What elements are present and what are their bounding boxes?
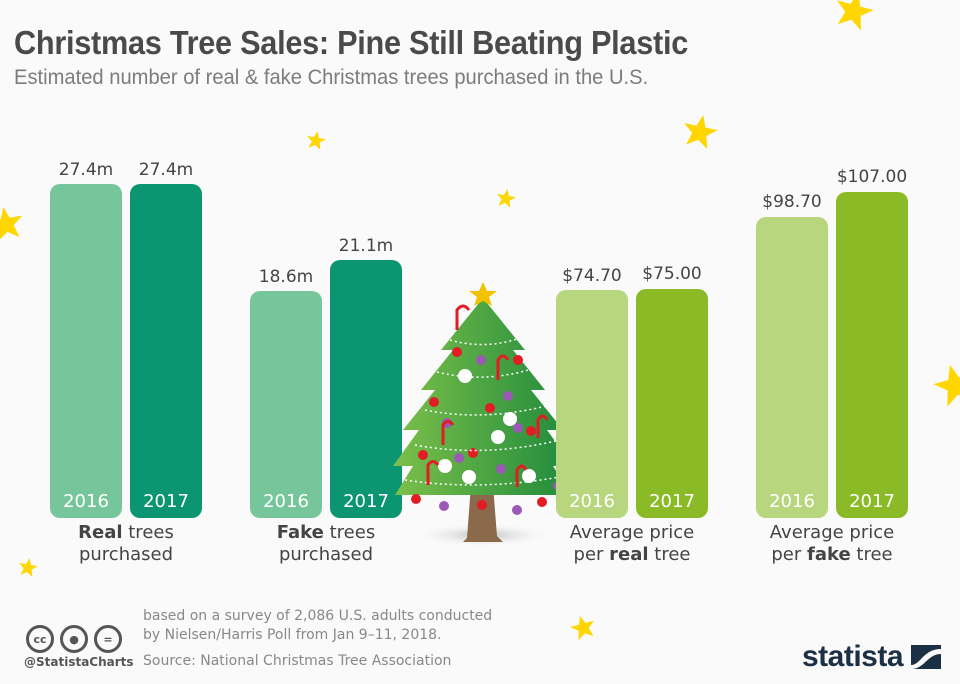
bar-value-label: 18.6m — [258, 267, 314, 287]
attribution-person-icon: ● — [60, 625, 88, 653]
bar-value-label: 27.4m — [138, 160, 194, 180]
creative-commons-icon: cc — [26, 625, 54, 653]
no-derivatives-equals-icon: = — [94, 625, 122, 653]
bar-fake-2016: 2016 — [250, 291, 322, 518]
statista-logo-text: statista — [802, 640, 904, 673]
bar-value-label: $74.70 — [562, 266, 622, 286]
star-icon — [570, 615, 595, 640]
bar-year-label: 2017 — [343, 491, 389, 512]
bar-year-label: 2016 — [569, 491, 615, 512]
chart-subtitle: Estimated number of real & fake Christma… — [14, 66, 649, 89]
bar-price-real-2017: 2017 — [636, 289, 708, 518]
bar-real-2017: 2017 — [130, 184, 202, 518]
bar-price-real-2016: 2016 — [556, 290, 628, 518]
license-icons[interactable]: cc ● = — [26, 625, 122, 653]
bar-year-label: 2017 — [649, 491, 695, 512]
christmas-tree-illustration — [393, 282, 573, 547]
bar-real-2016: 2016 — [50, 184, 122, 518]
bar-year-label: 2016 — [769, 491, 815, 512]
bar-value-label: 27.4m — [58, 160, 114, 180]
bar-price-fake-2017: 2017 — [836, 192, 908, 518]
survey-note-line1: based on a survey of 2,086 U.S. adults c… — [143, 608, 493, 624]
star-icon — [0, 207, 23, 241]
bar-fake-2017: 2017 — [330, 260, 402, 518]
bar-year-label: 2017 — [849, 491, 895, 512]
bar-year-label: 2016 — [63, 491, 109, 512]
group-label-price-real: Average price per real tree — [569, 522, 695, 565]
group-label-real-trees: Real trees purchased — [78, 522, 174, 565]
bar-value-label: 21.1m — [338, 236, 394, 256]
statista-logo-mark-icon — [911, 645, 942, 669]
bar-year-label: 2017 — [143, 491, 189, 512]
source-text: Source: National Christmas Tree Associat… — [143, 653, 452, 669]
statista-logo[interactable]: statista — [802, 640, 942, 674]
star-icon — [836, 0, 874, 30]
group-label-price-fake: Average price per fake tree — [769, 522, 895, 565]
group-label-fake-trees: Fake trees purchased — [276, 522, 376, 565]
bar-year-label: 2016 — [263, 491, 309, 512]
twitter-handle[interactable]: @StatistaCharts — [24, 655, 134, 669]
star-icon — [497, 189, 516, 208]
star-icon — [933, 364, 960, 406]
star-icon — [684, 115, 718, 149]
star-icon — [19, 558, 38, 577]
chart-title: Christmas Tree Sales: Pine Still Beating… — [14, 24, 688, 61]
bar-value-label: $107.00 — [836, 167, 908, 187]
bar-value-label: $98.70 — [762, 192, 822, 212]
bar-value-label: $75.00 — [642, 264, 702, 284]
star-icon — [307, 131, 326, 150]
survey-note-line2: by Nielsen/Harris Poll from Jan 9–11, 20… — [143, 627, 442, 643]
bar-price-fake-2016: 2016 — [756, 217, 828, 518]
